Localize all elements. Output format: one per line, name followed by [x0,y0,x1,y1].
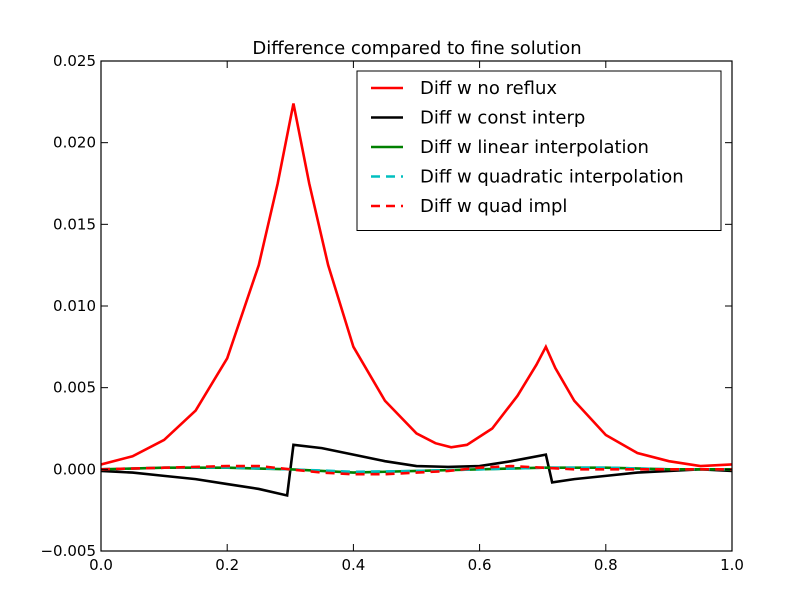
axes-layer: 0.0 0.2 0.4 0.6 0.8 1.0 −0.005 0.000 0.005 0.010 0… [40,52,743,574]
series-line-5 [101,464,732,476]
series-line-2 [101,443,732,498]
y-tick-label: 0.025 [53,52,96,70]
legend-label-3: Diff w linear interpolation [420,137,649,158]
y-tick-label: 0.005 [53,379,96,397]
y-tick-label: −0.005 [40,542,96,560]
y-tick-label: 0.000 [53,460,96,478]
plot-area [101,103,732,498]
legend-box [356,70,722,231]
series-line-1 [101,103,732,468]
y-tick-label: 0.020 [53,134,96,152]
legend-label-4: Diff w quadratic interpolation [420,167,684,188]
x-tick-label: 0.4 [341,556,365,574]
y-tick-label: 0.010 [53,297,96,315]
y-tick-label: 0.015 [53,215,96,233]
x-tick-label: 1.0 [720,556,744,574]
x-tick-label: 0.6 [468,556,492,574]
legend: Diff w no reflux Diff w const interp Diff … [356,70,722,231]
chart-title: Difference compared to fine solution [252,38,581,59]
legend-label-1: Diff w no reflux [420,78,557,99]
x-tick-label: 0.8 [594,556,618,574]
x-tick-label: 0.2 [215,556,239,574]
x-tick-label: 0.0 [89,556,113,574]
legend-label-5: Diff w quad impl [420,196,567,217]
legend-label-2: Diff w const interp [420,108,585,129]
